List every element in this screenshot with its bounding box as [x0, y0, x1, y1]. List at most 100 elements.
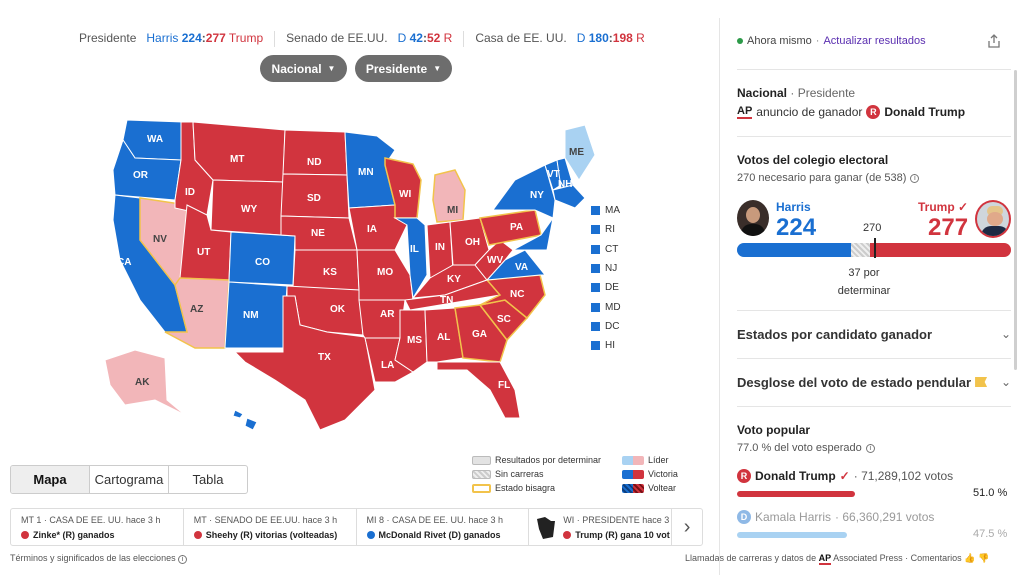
harris-votes: 224 [776, 214, 817, 241]
label-ar: AR [380, 309, 395, 320]
legend-victory: Victoria [622, 469, 678, 479]
state-swatch [591, 264, 600, 274]
small-state-hi[interactable]: HI [591, 336, 641, 355]
state-swatch [591, 341, 600, 351]
senate-d-value: 42 [409, 31, 423, 45]
chevron-down-icon: ▼ [433, 64, 442, 73]
president-summary[interactable]: Presidente Harris 224:277 Trump [79, 31, 276, 47]
state-labels: WA OR CA NV ID MT WY UT AZ CO NM ND SD N… [117, 134, 584, 391]
label-co: CO [255, 257, 270, 268]
legend-no-race: Sin carreras [472, 469, 544, 479]
credits-post[interactable]: Associated Press · Comentarios [833, 553, 962, 563]
accordion-states-by-winner[interactable]: Estados por candidato ganador ⌄ [737, 311, 1011, 357]
label-ms: MS [407, 335, 422, 346]
state-ia[interactable] [348, 204, 408, 251]
share-icon[interactable] [986, 33, 1002, 49]
small-state-ma[interactable]: MA [591, 201, 641, 220]
scope-dropdown[interactable]: Nacional ▼ [260, 55, 347, 82]
pv-trump-votes: · 71,289,102 votos [853, 469, 954, 483]
state-nd[interactable] [282, 129, 348, 176]
us-map-svg[interactable]: WA OR CA NV ID MT WY UT AZ CO NM ND SD N… [95, 100, 596, 440]
label-ca: CA [117, 257, 131, 268]
pv-harris-votes: · 66,360,291 votos [835, 510, 935, 524]
state-hi-big[interactable] [244, 417, 258, 431]
tab-map[interactable]: Mapa [11, 466, 90, 493]
terms-text: Términos y significados de las eleccione… [10, 553, 176, 563]
legend-flip: Voltear [622, 483, 676, 493]
small-state-de[interactable]: DE [591, 278, 641, 297]
ticker-meta: MT · SENADO DE EE.UU. hace 3 h [193, 515, 338, 525]
state-ga[interactable] [454, 304, 508, 363]
us-election-map[interactable]: WA OR CA NV ID MT WY UT AZ CO NM ND SD N… [95, 100, 596, 440]
ticker-next-button[interactable]: › [672, 509, 702, 545]
party-dot [366, 531, 375, 539]
label-oh: OH [465, 237, 480, 248]
state-nc[interactable] [479, 274, 546, 320]
thumbs-up-icon[interactable]: 👍 [964, 553, 976, 563]
victory-swatch [622, 469, 644, 479]
ticker-meta: WI · PRESIDENTE hace 3 [563, 515, 670, 525]
senate-r: R [443, 31, 453, 45]
label-sd: SD [307, 193, 321, 204]
label-nc: NC [510, 289, 524, 300]
state-me[interactable] [564, 124, 596, 181]
state-tx[interactable] [233, 295, 376, 431]
race-call-ticker: MT 1 · CASA DE EE. UU. hace 3 h Zinke* (… [10, 508, 703, 546]
state-new-england-south[interactable] [552, 184, 586, 209]
label-la: LA [381, 360, 394, 371]
pv-trump-bar [737, 491, 856, 497]
label-mo: MO [377, 267, 393, 278]
label-wi: WI [399, 189, 411, 200]
president-label: Presidente [79, 31, 137, 45]
ticker-item[interactable]: WI · PRESIDENTE hace 3 Trump (R) gana 10… [529, 509, 673, 545]
house-summary[interactable]: Casa de EE. UU. D 180:198 R [464, 31, 655, 47]
small-state-ct[interactable]: CT [591, 240, 641, 259]
state-ny[interactable] [492, 164, 556, 219]
trump-avatar [975, 200, 1011, 238]
small-state-dc[interactable]: DC [591, 317, 641, 336]
race-dropdown[interactable]: Presidente ▼ [355, 55, 452, 82]
senate-summary[interactable]: Senado de EE.UU. D 42:52 R [275, 31, 465, 47]
ticker-item[interactable]: MT · SENADO DE EE.UU. hace 3 h Sheehy (R… [184, 509, 357, 545]
ticker-text: McDonald Rivet (D) ganados [378, 530, 501, 540]
info-icon[interactable]: i [910, 173, 920, 183]
tab-table[interactable]: Tabla [192, 472, 224, 487]
label-vt: VT [547, 169, 560, 180]
credits: Llamadas de carreras y datos de AP Assoc… [685, 553, 990, 565]
small-state-ri[interactable]: RI [591, 220, 641, 239]
party-dot [21, 531, 29, 539]
state-al[interactable] [424, 307, 464, 363]
status-sep: · [815, 35, 820, 47]
panel-scrollbar[interactable] [1014, 70, 1017, 370]
label-id: ID [185, 187, 195, 198]
divider [737, 358, 1011, 359]
house-separator: : [608, 31, 613, 45]
ticker-item[interactable]: MT 1 · CASA DE EE. UU. hace 3 h Zinke* (… [11, 509, 184, 545]
ticker-item[interactable]: MI 8 · CASA DE EE. UU. hace 3 h McDonald… [357, 509, 530, 545]
refresh-results-link[interactable]: Actualizar resultados [823, 35, 926, 47]
state-il[interactable] [393, 217, 428, 300]
trump-label: Trump [918, 200, 955, 214]
ec-270-marker [873, 238, 876, 258]
state-ak[interactable] [104, 349, 186, 416]
state-hi[interactable] [232, 409, 244, 419]
thumbs-down-icon[interactable]: 👎 [977, 553, 990, 563]
chevron-right-icon: › [683, 515, 691, 538]
small-state-label: DE [605, 282, 619, 294]
winner-announcement: AP anuncio de ganador R Donald Trump [737, 105, 965, 119]
terms-link[interactable]: Términos y significados de las eleccione… [10, 553, 188, 564]
republican-badge: R [866, 105, 881, 119]
accordion-swing-breakdown[interactable]: Desglose del voto de estado pendular ⌄ [737, 359, 1011, 405]
house-d-value: 180 [588, 31, 609, 45]
divider [737, 406, 1011, 407]
legend-no-race-label: Sin carreras [495, 469, 544, 479]
tab-cartogram[interactable]: Cartograma [90, 466, 169, 493]
state-mt[interactable] [192, 121, 286, 183]
house-r-value: 198 [612, 31, 633, 45]
state-md-de-nj[interactable] [512, 217, 554, 251]
state-swatch [591, 244, 600, 254]
state-fl[interactable] [436, 361, 521, 419]
small-state-md[interactable]: MD [591, 297, 641, 316]
small-state-nj[interactable]: NJ [591, 259, 641, 278]
info-icon[interactable]: i [865, 443, 875, 453]
